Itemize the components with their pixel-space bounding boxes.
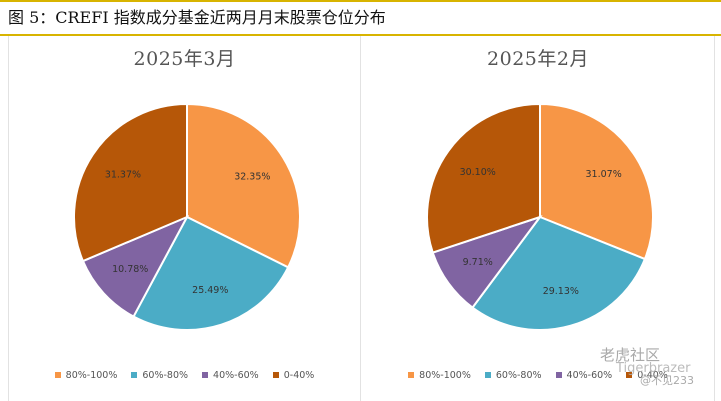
legend-item-40-60: 40%-60% bbox=[555, 367, 613, 383]
data-label: 30.10% bbox=[460, 167, 496, 178]
legend-label: 80%-100% bbox=[65, 369, 118, 381]
data-label: 25.49% bbox=[192, 285, 228, 296]
legend: 80%-100% 60%-80% 40%-60% 0-40% bbox=[362, 367, 714, 383]
pie-chart-february: 31.07% 29.13% 9.71% 30.10% bbox=[426, 102, 654, 331]
figure-title: 图 5：CREFI 指数成分基金近两月月末股票仓位分布 bbox=[0, 0, 721, 36]
legend-swatch bbox=[626, 372, 633, 378]
pie-slice-80-100 bbox=[539, 102, 654, 261]
legend-swatch bbox=[408, 372, 415, 378]
pie-slice-60-80 bbox=[471, 215, 647, 331]
watermark-text: 老虎社区 bbox=[600, 346, 661, 364]
pie-slice-80-100 bbox=[186, 102, 301, 269]
watermark-logo: Tigerbrazer bbox=[616, 361, 691, 376]
legend-swatch bbox=[202, 372, 209, 378]
legend-label: 40%-60% bbox=[213, 369, 259, 381]
data-label: 32.35% bbox=[234, 172, 270, 183]
legend-label: 60%-80% bbox=[142, 369, 189, 381]
legend-label: 80%-100% bbox=[419, 369, 471, 381]
legend-swatch bbox=[484, 372, 491, 378]
legend-swatch bbox=[272, 372, 279, 378]
legend-swatch bbox=[555, 372, 562, 378]
data-label: 31.37% bbox=[105, 170, 141, 181]
data-label: 31.07% bbox=[586, 169, 622, 180]
legend-item-80-100: 80%-100% bbox=[408, 367, 471, 383]
legend-label: 0-40% bbox=[283, 369, 315, 381]
legend: 80%-100% 60%-80% 40%-60% 0-40% bbox=[9, 367, 360, 383]
legend-label: 40%-60% bbox=[566, 369, 613, 381]
data-label: 9.71% bbox=[463, 257, 493, 268]
data-label: 10.78% bbox=[112, 264, 148, 275]
chart-panel-march: 2025年3月 32.35% 25.49% 10.78% 31.37% 80%-100… bbox=[8, 36, 361, 401]
pie-slice-40-60 bbox=[81, 214, 190, 318]
legend-label: 60%-80% bbox=[495, 369, 542, 381]
pie-slice-0-40 bbox=[73, 102, 188, 263]
legend-swatch bbox=[54, 372, 61, 378]
legend-item-60-80: 60%-80% bbox=[131, 367, 188, 383]
legend-item-60-80: 60%-80% bbox=[484, 367, 542, 383]
watermark-handle: @不见233 bbox=[640, 374, 694, 387]
data-label: 29.13% bbox=[543, 286, 579, 297]
chart-panel-february: 2025年2月 31.07% 29.13% 9.71% 30.10% 80%-100%… bbox=[362, 36, 715, 401]
legend-item-0-40: 0-40% bbox=[272, 367, 315, 383]
legend-item-40-60: 40%-60% bbox=[202, 367, 259, 383]
legend-item-80-100: 80%-100% bbox=[54, 367, 118, 383]
chart-title: 2025年3月 bbox=[133, 48, 236, 70]
legend-item-0-40: 0-40% bbox=[626, 367, 668, 383]
legend-label: 0-40% bbox=[637, 369, 668, 381]
legend-swatch bbox=[131, 372, 138, 378]
pie-slice-0-40 bbox=[426, 102, 541, 254]
chart-title: 2025年2月 bbox=[487, 48, 589, 70]
pie-chart-march: 32.35% 25.49% 10.78% 31.37% bbox=[73, 102, 301, 331]
